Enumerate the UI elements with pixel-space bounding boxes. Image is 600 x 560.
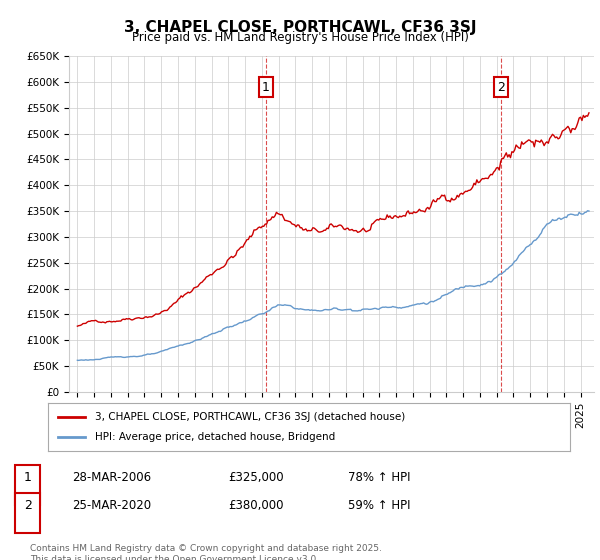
Text: 2: 2: [497, 81, 505, 94]
Text: 28-MAR-2006: 28-MAR-2006: [72, 470, 151, 484]
Text: 1: 1: [23, 470, 32, 484]
Text: 2: 2: [23, 498, 32, 512]
Text: 3, CHAPEL CLOSE, PORTHCAWL, CF36 3SJ (detached house): 3, CHAPEL CLOSE, PORTHCAWL, CF36 3SJ (de…: [95, 412, 405, 422]
Text: 59% ↑ HPI: 59% ↑ HPI: [348, 498, 410, 512]
Text: HPI: Average price, detached house, Bridgend: HPI: Average price, detached house, Brid…: [95, 432, 335, 442]
Text: 1: 1: [262, 81, 269, 94]
Text: £380,000: £380,000: [228, 498, 284, 512]
Text: 25-MAR-2020: 25-MAR-2020: [72, 498, 151, 512]
Text: £325,000: £325,000: [228, 470, 284, 484]
Text: 3, CHAPEL CLOSE, PORTHCAWL, CF36 3SJ: 3, CHAPEL CLOSE, PORTHCAWL, CF36 3SJ: [124, 20, 476, 35]
Text: 78% ↑ HPI: 78% ↑ HPI: [348, 470, 410, 484]
Text: Contains HM Land Registry data © Crown copyright and database right 2025.
This d: Contains HM Land Registry data © Crown c…: [30, 544, 382, 560]
Text: Price paid vs. HM Land Registry's House Price Index (HPI): Price paid vs. HM Land Registry's House …: [131, 31, 469, 44]
